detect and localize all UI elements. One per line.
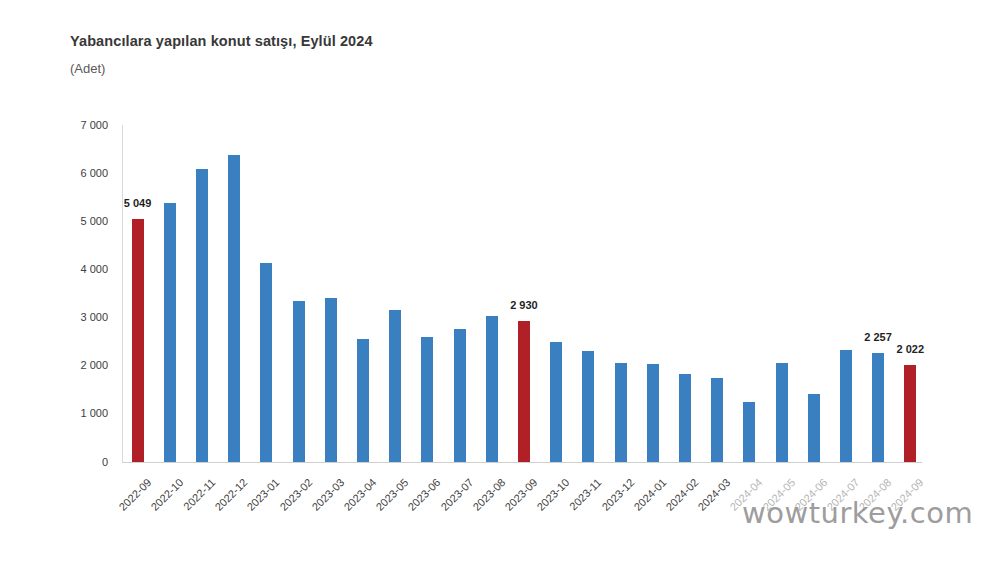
bar-2022-10	[164, 203, 176, 462]
y-tick-label: 0	[44, 456, 108, 469]
bar-2023-01	[260, 263, 272, 462]
bar-2022-11	[196, 169, 208, 462]
x-axis-line	[122, 462, 922, 463]
bar-2022-09	[132, 219, 144, 462]
bar-2024-06	[808, 394, 820, 462]
bar-2023-05	[389, 310, 401, 462]
watermark: wowturkey.com	[742, 496, 973, 530]
y-tick-label: 3 000	[44, 311, 108, 324]
bar-2023-10	[550, 342, 562, 462]
bar-2024-03	[711, 378, 723, 462]
bar-2023-12	[615, 363, 627, 462]
bar-2024-08	[872, 353, 884, 462]
bar-2023-07	[454, 329, 466, 462]
y-tick-label: 6 000	[44, 167, 108, 180]
bar-2023-04	[357, 339, 369, 462]
bar-2024-07	[840, 350, 852, 462]
bar-2023-11	[582, 351, 594, 462]
y-tick-label: 4 000	[44, 263, 108, 276]
bar-2023-02	[293, 301, 305, 462]
bar-2024-04	[743, 402, 755, 462]
y-tick-label: 7 000	[44, 119, 108, 132]
bar-value-label: 2 257	[848, 331, 908, 343]
plot-area: 01 0002 0003 0004 0005 0006 0007 0002022…	[0, 0, 1000, 570]
bar-2023-08	[486, 316, 498, 462]
bar-2023-09	[518, 321, 530, 462]
y-tick-label: 2 000	[44, 359, 108, 372]
bar-2022-12	[228, 155, 240, 462]
bar-2024-05	[776, 363, 788, 462]
chart-figure: Yabancılara yapılan konut satışı, Eylül …	[0, 0, 1000, 570]
bar-2023-06	[421, 337, 433, 462]
bar-value-label: 5 049	[108, 197, 168, 209]
y-axis-line	[122, 125, 123, 462]
bar-2024-02	[679, 374, 691, 462]
bar-value-label: 2 022	[880, 343, 940, 355]
bar-2024-01	[647, 364, 659, 462]
y-tick-label: 5 000	[44, 215, 108, 228]
bar-value-label: 2 930	[494, 299, 554, 311]
y-tick-label: 1 000	[44, 407, 108, 420]
bar-2023-03	[325, 298, 337, 462]
bar-2024-09	[904, 365, 916, 462]
